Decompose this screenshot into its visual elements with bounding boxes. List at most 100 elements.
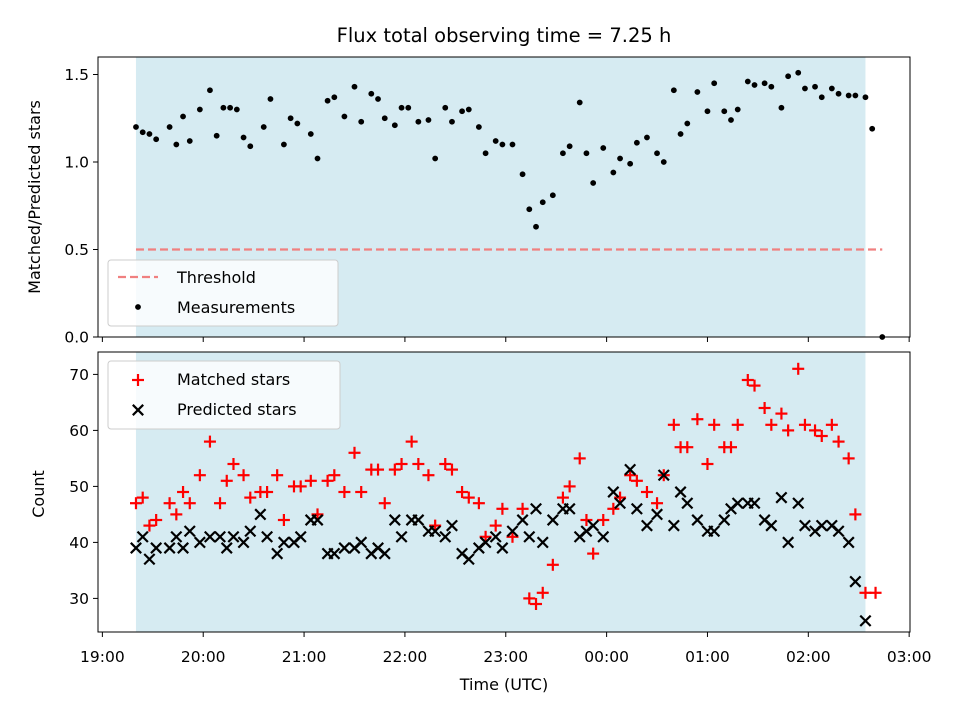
measurement-point xyxy=(294,120,301,127)
matched-star-point xyxy=(294,480,307,493)
matched-star-point xyxy=(378,497,391,510)
matched-star-point xyxy=(516,502,529,515)
matched-star-point xyxy=(731,418,744,431)
measurement-point xyxy=(358,118,365,125)
matched-star-point xyxy=(304,474,317,487)
predicted-star-point xyxy=(338,542,351,554)
measurement-point xyxy=(644,134,650,141)
predicted-star-point xyxy=(630,502,643,515)
matched-star-point xyxy=(472,497,485,510)
measurement-point xyxy=(560,150,566,157)
predicted-star-point xyxy=(681,497,694,510)
measurement-point xyxy=(761,80,768,87)
measurement-point xyxy=(533,223,539,230)
matched-star-point xyxy=(556,491,569,504)
matched-star-point xyxy=(587,547,600,560)
predicted-star-point xyxy=(775,491,788,504)
predicted-star-point xyxy=(651,508,664,521)
matched-star-point xyxy=(489,519,502,532)
legend-measurements-label: Measurements xyxy=(177,298,295,317)
measurement-point xyxy=(590,180,597,186)
measurement-point xyxy=(173,141,180,148)
measurement-point xyxy=(398,104,405,111)
predicted-star-point xyxy=(657,469,670,482)
measurement-point xyxy=(670,87,677,94)
measurement-point xyxy=(260,124,267,130)
measurement-point xyxy=(341,113,348,120)
matched-star-point xyxy=(220,474,233,487)
measurement-point xyxy=(475,124,482,130)
measurement-point xyxy=(802,85,808,92)
matched-star-point xyxy=(758,402,771,414)
measurement-point xyxy=(247,143,254,150)
x-axis-label: Time (UTC) xyxy=(459,675,548,694)
predicted-star-point xyxy=(130,542,142,554)
measurement-point xyxy=(509,141,516,148)
measurement-point xyxy=(153,136,160,143)
predicted-star-point xyxy=(798,519,811,532)
matched-star-point xyxy=(328,469,341,482)
predicted-star-point xyxy=(765,519,778,532)
predicted-star-point xyxy=(183,525,196,538)
measurement-point xyxy=(499,141,506,148)
matched-star-point xyxy=(136,491,149,504)
predicted-star-point xyxy=(597,530,610,543)
matched-star-point xyxy=(214,497,227,510)
predicted-star-point xyxy=(237,536,250,549)
matched-star-point xyxy=(651,497,664,510)
top-panel-frame xyxy=(97,56,911,338)
legend-threshold-label: Threshold xyxy=(176,268,256,287)
measurement-point xyxy=(267,96,274,102)
measurement-point xyxy=(845,92,852,99)
matched-star-point xyxy=(271,469,284,482)
measurement-point xyxy=(869,125,876,132)
measurement-point xyxy=(459,108,465,115)
measurement-point xyxy=(852,92,859,99)
legend-predicted-swatch xyxy=(132,404,144,416)
matched-star-point xyxy=(681,441,694,454)
predicted-star-point xyxy=(859,614,872,627)
top-panel-y-axis-label: Matched/Predicted stars xyxy=(25,100,44,294)
measurement-point xyxy=(600,145,607,151)
measurement-point xyxy=(785,73,792,80)
matched-star-point xyxy=(809,424,822,437)
predicted-star-point xyxy=(227,530,240,543)
measurement-point xyxy=(146,131,153,137)
measurement-point xyxy=(627,160,634,167)
predicted-star-point xyxy=(530,502,542,515)
matched-star-point xyxy=(338,486,351,498)
matched-star-point xyxy=(573,452,586,465)
measurement-point xyxy=(415,118,422,125)
bottom-y-tick-label: 50 xyxy=(69,478,89,496)
matched-star-point xyxy=(842,452,855,465)
measurement-point xyxy=(180,113,186,120)
predicted-star-point xyxy=(674,486,687,498)
measurement-point xyxy=(566,143,573,150)
measurement-point xyxy=(368,90,375,97)
measurement-point xyxy=(812,83,818,90)
matched-star-point xyxy=(792,362,805,375)
matched-star-point xyxy=(530,598,543,610)
bottom-panel: 30 40 50 60 70 19:00 20:00 21:00 22:00 23:00 00:00… xyxy=(69,351,931,666)
measurement-point xyxy=(526,206,533,213)
measurement-point xyxy=(728,117,734,123)
predicted-star-point xyxy=(587,519,600,532)
measurement-point xyxy=(835,90,842,97)
x-tick-label: 00:00 xyxy=(584,648,629,666)
predicted-star-point xyxy=(691,514,704,526)
matched-star-point xyxy=(815,430,828,442)
predicted-star-point xyxy=(489,530,502,543)
predicted-star-point xyxy=(667,519,680,532)
predicted-star-point xyxy=(782,536,795,549)
measurement-point xyxy=(633,139,640,146)
matched-star-point xyxy=(536,586,549,599)
matched-star-point xyxy=(479,530,492,543)
measurement-point xyxy=(519,171,526,178)
chart-title: Flux total observing time = 7.25 h xyxy=(337,24,672,47)
bottom-panel-y-axis-label: Count xyxy=(29,470,48,518)
matched-star-point xyxy=(782,424,795,437)
measurement-point xyxy=(166,124,173,130)
measurement-point xyxy=(744,78,751,85)
matched-star-point xyxy=(869,586,882,599)
